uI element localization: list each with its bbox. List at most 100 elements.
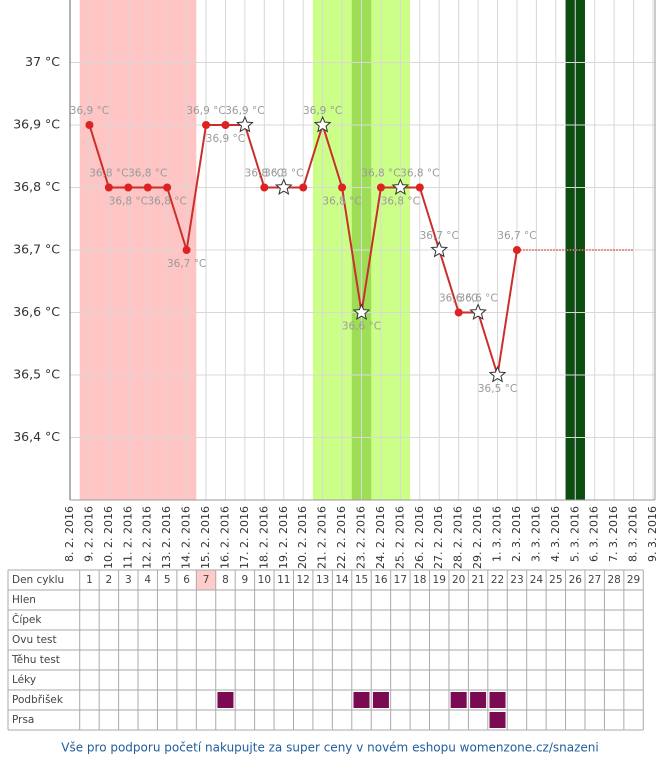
data-label: 36,8 °C [400,168,439,180]
x-tick-label: 27. 2. 2016 [432,506,445,569]
row-label: Prsa [12,714,34,726]
day-number: 6 [183,574,190,586]
x-tick-label: 12. 2. 2016 [141,506,154,569]
footer-link[interactable]: Vše pro podporu početí nakupujte za supe… [61,741,598,755]
day-number: 16 [374,574,388,586]
x-tick-label: 20. 2. 2016 [296,506,309,569]
star-marker [391,178,410,196]
x-tick-label: 7. 3. 2016 [607,506,620,562]
day-number: 4 [144,574,151,586]
day-number: 24 [530,574,544,586]
x-tick-label: 6. 3. 2016 [588,506,601,562]
symptom-mark [217,692,234,708]
y-tick-label: 36,5 °C [13,367,60,382]
x-tick-label: 23. 2. 2016 [355,506,368,569]
point-marker [202,121,211,129]
data-label: 36,9 °C [70,105,109,117]
data-label: 36,7 °C [420,230,459,242]
data-label: 36,6 °C [458,293,497,305]
point-marker [124,183,133,192]
data-label: 36,8 °C [89,168,128,180]
x-tick-label: 5. 3. 2016 [568,506,581,562]
point-marker [163,183,172,192]
y-tick-label: 36,7 °C [13,242,60,257]
data-label: 36,6 °C [439,293,478,305]
symptom-mark [372,692,389,708]
star-marker [352,303,371,321]
x-tick-label: 15. 2. 2016 [199,506,212,569]
x-tick-label: 8. 2. 2016 [63,506,76,562]
day-number: 14 [335,574,349,586]
day-number: 27 [588,574,601,586]
point-marker [182,246,191,254]
symptom-mark [450,692,467,708]
star-marker [274,178,293,196]
x-tick-label: 9. 2. 2016 [82,506,95,562]
data-label: 36,8 °C [148,196,187,208]
x-tick-label: 2. 3. 2016 [510,506,523,562]
day-number: 10 [258,574,271,586]
row-label: Ovu test [12,634,57,646]
star-marker [488,365,507,383]
star-marker [313,115,332,133]
symptom-mark [353,692,370,708]
data-label: 36,8 °C [264,168,303,180]
day-number: 25 [549,574,562,586]
y-tick-label: 36,9 °C [13,117,60,132]
data-label: 36,5 °C [478,383,517,395]
y-tick-label: 36,8 °C [13,179,60,194]
day-number: 5 [164,574,171,586]
y-tick-label: 36,6 °C [13,304,60,319]
day-number: 13 [316,574,329,586]
point-marker [512,246,521,254]
x-tick-label: 16. 2. 2016 [218,506,231,569]
point-marker [260,183,269,192]
x-tick-label: 14. 2. 2016 [180,506,193,569]
y-tick-label: 37 °C [25,54,60,69]
x-tick-label: 10. 2. 2016 [102,506,115,569]
point-marker [454,308,463,317]
day-number: 23 [510,574,523,586]
data-label: 36,8 °C [245,168,284,180]
data-label: 36,9 °C [186,105,225,117]
y-tick-label: 36,4 °C [13,429,60,444]
point-marker [376,183,385,192]
day-number: 21 [471,574,484,586]
data-label: 36,8 °C [128,168,167,180]
data-label: 36,8 °C [381,196,420,208]
day-number: 15 [355,574,368,586]
data-label: 36,9 °C [206,133,245,145]
x-tick-label: 13. 2. 2016 [160,506,173,569]
day-number: 11 [277,574,290,586]
point-marker [104,183,113,192]
point-marker [415,183,424,192]
symptom-mark [470,692,487,708]
star-marker [469,303,487,321]
x-tick-label: 19. 2. 2016 [277,506,290,569]
point-marker [85,121,94,129]
day-number: 7 [203,574,210,586]
x-tick-label: 24. 2. 2016 [374,506,387,569]
symptom-mark [489,712,506,728]
row-label: Těhu test [11,654,60,666]
data-label: 36,8 °C [109,196,148,208]
x-tick-label: 4. 3. 2016 [549,506,562,562]
data-label: 36,9 °C [225,105,264,117]
highlight-day-cell [196,570,216,590]
data-label: 36,6 °C [342,321,381,333]
x-tick-label: 25. 2. 2016 [393,506,406,569]
star-marker [430,240,449,258]
day-number: 3 [125,574,132,586]
x-tick-label: 18. 2. 2016 [257,506,270,569]
day-number: 17 [394,574,407,586]
day-number: 9 [242,574,249,586]
day-number: 20 [452,574,465,586]
day-number: 8 [222,574,229,586]
day-number: 22 [491,574,504,586]
day-number: 19 [433,574,446,586]
x-tick-label: 17. 2. 2016 [238,506,251,569]
symptom-mark [489,692,506,708]
data-label: 36,8 °C [322,196,361,208]
point-marker [221,121,230,129]
